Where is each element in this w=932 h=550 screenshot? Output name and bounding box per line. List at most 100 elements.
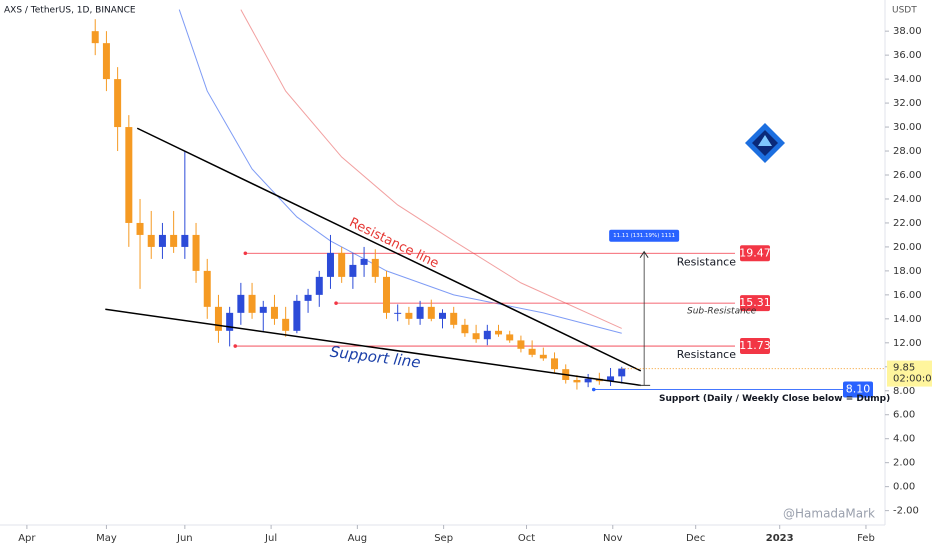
candle-body: [315, 276, 323, 295]
y-tick-label: 26.00: [893, 170, 922, 181]
candle-body: [226, 312, 234, 331]
level-name: Resistance: [677, 255, 737, 268]
y-tick-label: 30.00: [893, 122, 922, 133]
candle-body: [360, 258, 368, 265]
level-name: Support (Daily / Weekly Close below = Du…: [659, 394, 890, 404]
y-tick-label: 28.00: [893, 146, 922, 157]
y-tick-label: 12.00: [893, 338, 922, 349]
level-anchor: [591, 387, 596, 392]
candle-body: [573, 379, 581, 383]
candle-body: [181, 234, 189, 247]
y-tick-label: 8.00: [893, 386, 915, 397]
candle-body: [259, 306, 267, 313]
level-badge: [740, 295, 770, 312]
y-tick-label: 4.00: [893, 434, 915, 445]
countdown: 02:00:02: [893, 374, 932, 385]
y-tick-label: 0.00: [893, 482, 915, 493]
candle-body: [506, 334, 514, 341]
level-name: Resistance: [677, 348, 737, 361]
y-tick-label: 32.00: [893, 98, 922, 109]
candle-body: [214, 306, 222, 331]
candle-body: [293, 300, 301, 331]
candle-body: [338, 252, 346, 277]
y-tick-label: 34.00: [893, 74, 922, 85]
x-tick-label: Sep: [434, 533, 453, 544]
candle-body: [528, 348, 536, 355]
x-tick-label: Dec: [686, 533, 705, 544]
trendline: [105, 308, 641, 387]
candle-body: [147, 234, 155, 247]
measure-label: 11.11 (131.19%) 1111: [613, 233, 675, 239]
candle-body: [416, 306, 424, 319]
candle-body: [371, 258, 379, 277]
candle-body: [282, 318, 290, 331]
moving-average: [240, 9, 622, 329]
y-tick-label: -2.00: [893, 506, 919, 517]
watermark: @HamadaMark: [783, 507, 875, 521]
level-badge: [740, 245, 770, 262]
y-tick-label: 20.00: [893, 242, 922, 253]
measure-arrow: [639, 250, 649, 258]
y-tick-label: 2.00: [893, 458, 915, 469]
candle-body: [539, 354, 547, 359]
candle-body: [237, 294, 245, 313]
level-name: Sub-Resistance: [687, 307, 757, 317]
candle-body: [91, 31, 99, 44]
candle-body: [270, 306, 278, 319]
candle-body: [618, 368, 626, 377]
level-anchor: [243, 251, 248, 256]
candle-body: [203, 270, 211, 307]
level-badge: [740, 338, 770, 355]
candle-body: [304, 294, 312, 301]
candle-body: [439, 312, 446, 319]
level-value: 15.31: [739, 296, 771, 309]
candle-body: [517, 340, 525, 349]
candle-body: [349, 264, 357, 277]
x-tick-label: 2023: [766, 533, 794, 544]
candle-body: [114, 79, 122, 128]
y-tick-label: 22.00: [893, 218, 922, 229]
candle-body: [584, 378, 592, 383]
level-value: 19.47: [739, 246, 771, 259]
candle-body: [607, 376, 615, 382]
y-tick-label: 16.00: [893, 290, 922, 301]
candle-body: [248, 294, 256, 313]
candle-body: [192, 234, 200, 271]
candle-body: [405, 312, 413, 319]
candle-body: [394, 312, 402, 314]
level-anchor: [233, 344, 238, 348]
y-tick-label: 6.00: [893, 410, 915, 421]
x-tick-label: Aug: [348, 533, 368, 544]
x-tick-label: Oct: [518, 533, 535, 544]
candle-body: [495, 330, 503, 335]
x-tick-label: Jun: [176, 533, 193, 544]
candle-body: [170, 234, 178, 247]
last-price-badge: [887, 360, 932, 387]
level-value: 8.10: [846, 383, 871, 396]
candle-body: [483, 330, 491, 340]
measure-badge: [609, 229, 680, 242]
candle-body: [326, 252, 334, 277]
last-price: 9.85: [893, 363, 915, 374]
candle-body: [158, 234, 166, 247]
x-tick-label: Feb: [857, 533, 875, 544]
candle-body: [427, 306, 435, 319]
level-anchor: [334, 301, 338, 305]
candle-body: [461, 324, 469, 334]
candle-body: [450, 312, 458, 325]
x-tick-label: Nov: [603, 533, 623, 544]
x-tick-label: Apr: [18, 533, 36, 544]
y-tick-label: 24.00: [893, 194, 922, 205]
level-badge: [843, 381, 873, 398]
candle-body: [551, 358, 559, 370]
candle-body: [136, 222, 144, 235]
candle-body: [102, 43, 110, 80]
y-tick-label: 18.00: [893, 266, 922, 277]
candle-body: [125, 127, 133, 223]
candle-body: [472, 333, 480, 340]
y-unit: USDT: [892, 6, 917, 16]
level-value: 11.73: [739, 339, 771, 352]
y-tick-label: 36.00: [893, 50, 922, 61]
